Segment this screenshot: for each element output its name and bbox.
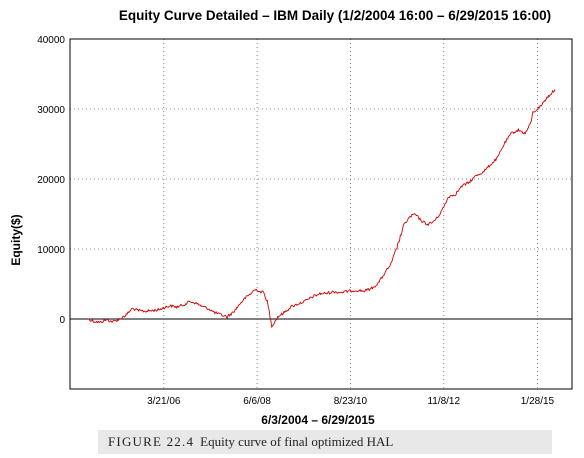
plot-frame: [69, 38, 573, 390]
series-layer: [87, 89, 556, 328]
y-axis-label: Equity($): [9, 214, 23, 265]
x-tick-label: 3/21/06: [147, 396, 181, 407]
y-tick-label: 30000: [37, 105, 65, 116]
axis-layer: 40000 30000 20000 10000 0 3/21/06 6/6/08 8/23/1…: [37, 35, 554, 407]
caption-label: FIGURE 22.4: [108, 434, 195, 449]
caption-text: Equity curve of final optimized HAL: [200, 434, 394, 449]
y-tick-label: 20000: [37, 175, 65, 186]
chart-svg: Equity Curve Detailed – IBM Daily (1/2/2…: [9, 8, 573, 427]
chart-title: Equity Curve Detailed – IBM Daily (1/2/2…: [119, 8, 551, 23]
y-tick-label: 40000: [37, 35, 65, 46]
y-tick-label: 10000: [37, 245, 65, 256]
x-axis-label: 6/3/2004 – 6/29/2015: [261, 413, 375, 427]
grid-layer: [70, 38, 572, 389]
figure-caption: FIGURE 22.4 Equity curve of final optimi…: [98, 430, 552, 454]
x-tick-label: 1/28/15: [521, 396, 555, 407]
y-tick-label: 0: [59, 315, 65, 326]
x-tick-label: 6/6/08: [243, 396, 271, 407]
x-tick-label: 11/8/12: [427, 396, 460, 407]
equity-series-line: [87, 89, 556, 328]
x-tick-label: 8/23/10: [334, 396, 368, 407]
equity-chart: Equity Curve Detailed – IBM Daily (1/2/2…: [9, 8, 573, 427]
